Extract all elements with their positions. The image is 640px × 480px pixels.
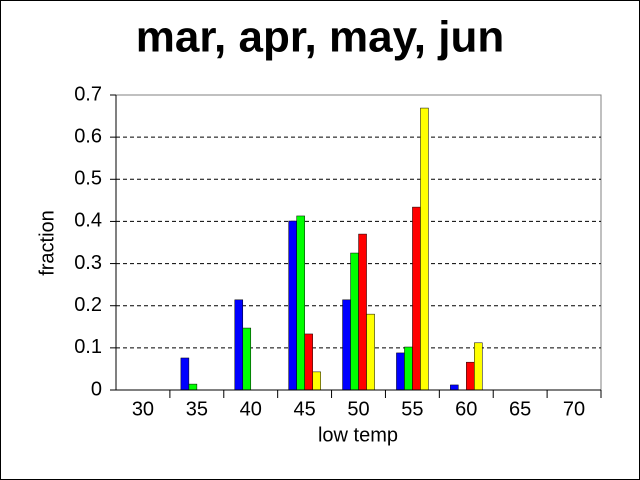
bar [180,357,190,391]
x-tick-label: 35 [186,398,208,420]
x-tick-label: 55 [401,398,423,420]
bar [342,299,351,391]
bar [358,233,367,391]
bar [242,327,252,391]
y-tick-label: 0 [91,378,102,400]
x-tick-label: 50 [347,398,369,420]
bar [450,384,459,391]
y-axis-label: fraction [36,210,58,276]
y-tick-label: 0.3 [74,252,102,274]
bar [396,352,405,391]
bar [366,313,375,391]
bar [296,215,305,391]
bar [412,206,421,391]
bar [188,383,198,391]
y-tick-label: 0.5 [74,168,102,190]
bar [474,342,483,391]
bar [466,361,475,391]
bar [350,252,359,391]
y-tick-label: 0.4 [74,210,102,232]
bar [420,107,429,391]
bar [304,333,313,391]
x-tick-label: 30 [132,398,154,420]
x-tick-label: 40 [240,398,262,420]
y-tick-label: 0.7 [74,83,102,105]
bar [404,346,413,391]
bar [312,371,321,391]
y-tick-label: 0.6 [74,125,102,147]
x-axis-label: low temp [318,424,398,446]
chart-title: mar, apr, may, jun [136,13,504,62]
y-tick-label: 0.1 [74,336,102,358]
x-tick-label: 45 [293,398,315,420]
bar [288,220,297,391]
y-tick-label: 0.2 [74,294,102,316]
x-tick-label: 70 [563,398,585,420]
x-tick-label: 65 [509,398,531,420]
bar [234,299,244,391]
x-tick-label: 60 [455,398,477,420]
